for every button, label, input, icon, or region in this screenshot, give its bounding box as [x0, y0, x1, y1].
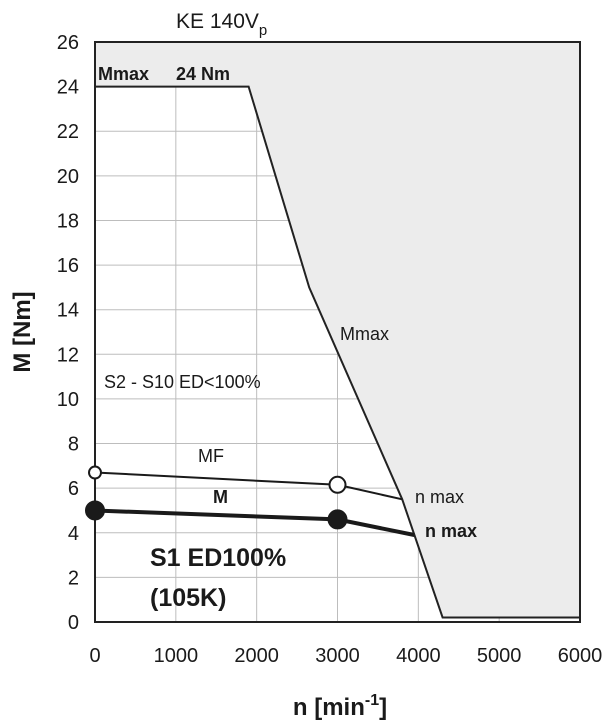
mf-nmax-label: n max [415, 487, 464, 507]
y-tick-label: 4 [68, 523, 79, 545]
y-tick-label: 10 [57, 389, 79, 411]
x-tick-label: 0 [89, 645, 100, 667]
y-tick-label: 14 [57, 300, 79, 322]
x-axis-label: n [min-1] [293, 692, 387, 721]
series-layer [85, 465, 415, 537]
s1-label: S1 ED100% [150, 544, 286, 572]
y-tick-label: 18 [57, 210, 79, 232]
y-axis-label: M [Nm] [9, 291, 36, 372]
mmax-value-label: 24 Nm [176, 64, 230, 84]
y-tick-label: 22 [57, 121, 79, 143]
y-tick-label: 0 [68, 612, 79, 634]
x-tick-label: 1000 [154, 645, 199, 667]
m-nmax-label: n max [425, 521, 477, 541]
mmax-curve-label: Mmax [340, 324, 389, 344]
y-tick-label: 20 [57, 166, 79, 188]
m-label: M [213, 487, 228, 507]
y-tick-label: 24 [57, 77, 79, 99]
grid [95, 86, 500, 622]
y-tick-label: 16 [57, 255, 79, 277]
series-point-m [85, 500, 105, 521]
x-tick-labels: 0 1000 2000 3000 4000 5000 6000 [89, 645, 602, 667]
x-tick-label: 2000 [234, 645, 279, 667]
mmax-envelope-area [95, 42, 580, 618]
mmax-envelope-line [95, 85, 580, 619]
y-tick-label: 6 [68, 478, 79, 500]
x-tick-label: 4000 [396, 645, 441, 667]
plot-frame [94, 41, 581, 623]
x-tick-label: 6000 [558, 645, 603, 667]
chart-title: KE 140Vp [176, 10, 267, 39]
y-tick-label: 12 [57, 344, 79, 366]
y-tick-label: 26 [57, 32, 79, 54]
series-point-mf [88, 465, 102, 480]
series-point-mf [328, 475, 347, 494]
y-tick-label: 2 [68, 567, 79, 589]
series-point-m [327, 509, 348, 530]
s1-temp-label: (105K) [150, 584, 226, 612]
mf-label: MF [198, 446, 224, 466]
x-tick-label: 3000 [315, 645, 360, 667]
x-tick-label: 5000 [477, 645, 522, 667]
y-tick-label: 8 [68, 434, 79, 456]
mmax-label: Mmax [98, 64, 149, 84]
s2-region-label: S2 - S10 ED<100% [104, 372, 261, 392]
